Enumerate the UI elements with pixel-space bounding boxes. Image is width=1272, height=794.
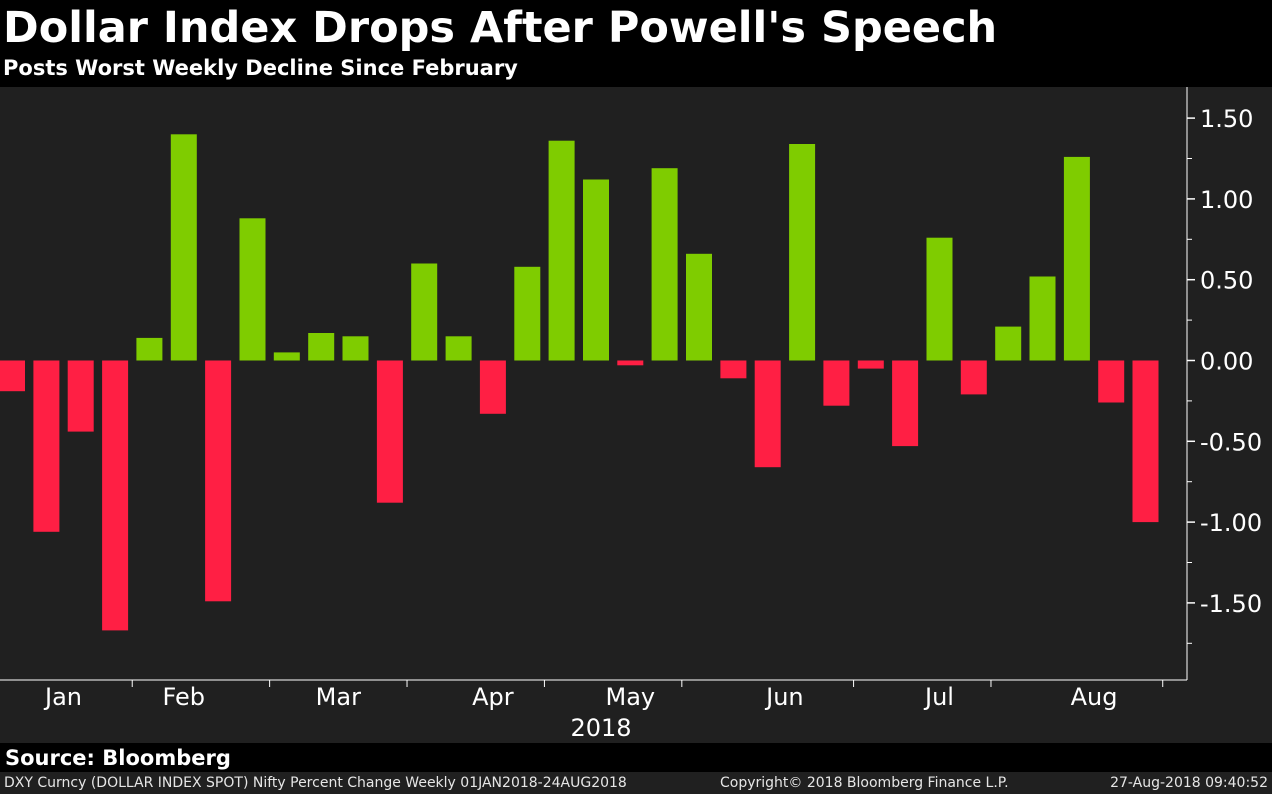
bar-week-19 [617,360,644,366]
bar-week-6 [170,134,197,361]
x-axis-month-label: Apr [472,683,514,711]
bar-week-7 [205,360,232,602]
bar-week-16 [514,266,541,361]
chart-header: Dollar Index Drops After Powell's Speech… [0,0,1272,87]
bar-week-23 [754,360,781,468]
x-axis-year-label: 2018 [570,714,631,742]
y-axis-tick-label: -1.00 [1200,509,1262,537]
bar-week-28 [926,237,953,361]
chart-title: Dollar Index Drops After Powell's Speech [3,3,998,53]
bar-week-1 [0,360,25,392]
footer-bar: DXY Curncy (DOLLAR INDEX SPOT) Nifty Per… [0,772,1272,794]
y-axis-tick-label: 0.00 [1200,348,1253,376]
bars-layer [0,134,1159,631]
source-note: Source: Bloomberg [5,746,231,770]
y-axis-tick-label: 1.00 [1200,186,1253,214]
bar-week-3 [67,360,94,432]
y-axis-tick-label: -0.50 [1200,428,1262,456]
bar-week-4 [102,360,129,631]
bar-week-34 [1132,360,1159,523]
bar-week-20 [651,168,678,361]
bar-week-31 [1029,276,1056,361]
bar-week-30 [995,326,1022,361]
footer-timestamp: 27-Aug-2018 09:40:52 [1110,775,1268,791]
bar-week-12 [376,360,403,503]
bar-week-29 [960,360,987,395]
bar-week-5 [136,337,163,361]
bar-week-13 [411,263,438,361]
bar-week-14 [445,336,472,361]
bar-week-25 [823,360,850,406]
axes-layer: 1.50 1.00 0.50 0.00 -0.50 -1.00 -1.50 Jan Feb Mar… [0,87,1262,711]
bar-week-27 [892,360,919,447]
footer-copyright: Copyright© 2018 Bloomberg Finance L.P. [720,775,1009,791]
bar-week-22 [720,360,747,379]
bar-week-2 [33,360,60,532]
x-axis-month-label: Jun [764,683,804,711]
bar-week-17 [548,140,575,361]
bar-week-24 [789,144,816,361]
x-axis-month-label: Aug [1071,683,1118,711]
x-axis-month-label: Jan [43,683,82,711]
x-axis-month-label: Feb [163,683,206,711]
bar-week-10 [308,333,335,361]
bar-week-15 [479,360,506,414]
x-axis-month-label: Mar [316,683,361,711]
bar-week-26 [857,360,884,369]
footer-security-description: DXY Curncy (DOLLAR INDEX SPOT) Nifty Per… [4,775,627,791]
bar-week-32 [1063,156,1090,361]
bar-week-18 [583,179,609,361]
y-axis-tick-label: 0.50 [1200,267,1253,295]
bar-week-33 [1098,360,1125,403]
bar-chart: 1.50 1.00 0.50 0.00 -0.50 -1.00 -1.50 Jan Feb Mar… [0,87,1262,742]
chart-subtitle: Posts Worst Weekly Decline Since Februar… [3,56,518,80]
bar-week-21 [686,253,712,361]
x-axis-month-label: May [605,683,655,711]
bar-week-8 [239,218,266,361]
bar-week-11 [342,336,369,361]
y-axis-tick-label: 1.50 [1200,105,1253,133]
bar-week-9 [273,352,300,361]
x-axis-month-label: Jul [923,683,954,711]
y-axis-tick-label: -1.50 [1200,590,1262,618]
